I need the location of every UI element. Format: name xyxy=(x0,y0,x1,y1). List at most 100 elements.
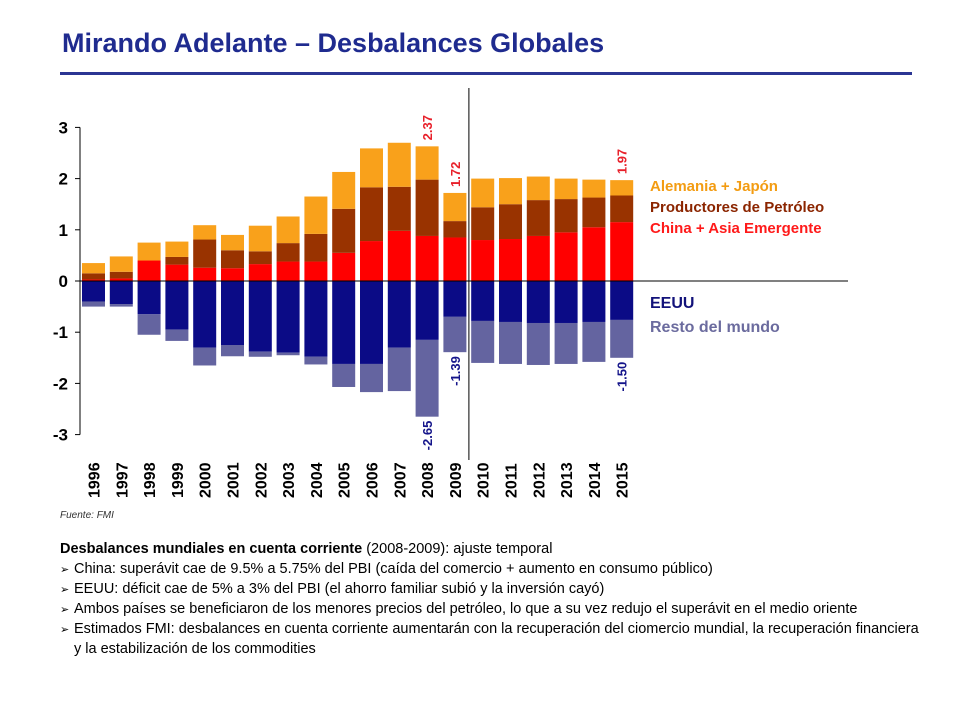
bar-segment xyxy=(276,216,300,244)
note-bullet: ➢ China: superávit cae de 9.5% a 5.75% de… xyxy=(60,560,920,580)
x-tick-label: 1996 xyxy=(87,462,104,498)
bar-segment xyxy=(221,250,244,269)
bar-segment xyxy=(499,321,522,364)
legend-positive: Alemania + Japón Productores de Petróleo… xyxy=(650,176,824,239)
bar-segment xyxy=(471,281,495,321)
notes-heading-bold: Desbalances mundiales en cuenta corrient… xyxy=(60,541,363,557)
x-tick-label: 2013 xyxy=(559,462,576,498)
y-tick-label: -1 xyxy=(53,323,68,342)
bar-segment xyxy=(137,260,161,281)
x-tick-label: 2015 xyxy=(615,462,632,498)
bar-segment xyxy=(221,234,244,251)
bar-segment xyxy=(471,178,495,208)
bar-segment xyxy=(304,261,328,281)
y-tick-label: -2 xyxy=(53,374,68,393)
data-label: 2.37 xyxy=(420,115,435,140)
bar-segment xyxy=(276,352,300,356)
bar-segment xyxy=(109,278,133,281)
arrow-bullet-icon: ➢ xyxy=(60,604,70,616)
bar-segment xyxy=(137,314,161,335)
bar-segment xyxy=(415,179,439,236)
x-tick-label: 2010 xyxy=(476,462,493,498)
bar-segment xyxy=(304,356,328,365)
bar-segment xyxy=(499,239,522,281)
bar-segment xyxy=(332,252,356,281)
bar-segment xyxy=(582,281,606,322)
legend-item-resto: Resto del mundo xyxy=(650,319,780,336)
bar-segment xyxy=(582,179,606,198)
bar-segment xyxy=(415,339,439,417)
bar-segment xyxy=(443,281,467,317)
y-tick-label: 0 xyxy=(59,272,68,291)
bar-segment xyxy=(387,230,411,281)
bar-segment xyxy=(193,225,217,240)
arrow-bullet-icon: ➢ xyxy=(60,564,70,576)
notes-heading-rest: (2008-2009): ajuste temporal xyxy=(362,541,553,557)
x-tick-label: 1997 xyxy=(114,462,131,498)
bar-segment xyxy=(610,222,634,281)
bar-segment xyxy=(387,281,411,348)
bar-segment xyxy=(610,319,634,358)
x-tick-label: 2014 xyxy=(587,462,604,498)
labels-group: 1996 1997 1998 1999 2000 2001 2002 2003 2004 2005… xyxy=(53,115,632,498)
bar-segment xyxy=(360,281,383,364)
bar-segment xyxy=(443,192,467,222)
bar-segment xyxy=(304,233,328,262)
bar-segment xyxy=(554,199,578,233)
bar-segment xyxy=(610,180,634,196)
bar-segment xyxy=(582,197,606,228)
bar-segment xyxy=(221,268,244,281)
data-label: -1.39 xyxy=(448,356,463,386)
bar-segment xyxy=(554,322,578,364)
bar-segment xyxy=(471,320,495,363)
note-bullet: ➢ EEUU: déficit cae de 5% a 3% del PBI (e… xyxy=(60,580,920,600)
bar-segment xyxy=(415,281,439,340)
bar-segment xyxy=(82,301,105,307)
note-text: China: superávit cae de 9.5% a 5.75% del… xyxy=(74,561,713,577)
bar-segment xyxy=(276,243,300,262)
data-label: 1.72 xyxy=(448,162,463,187)
bar-segment xyxy=(82,263,105,274)
x-tick-label: 2001 xyxy=(226,462,243,498)
data-label: -1.50 xyxy=(615,362,630,392)
bar-segment xyxy=(165,264,189,281)
y-tick-label: 2 xyxy=(59,170,68,189)
bar-segment xyxy=(109,271,133,279)
bar-segment xyxy=(360,241,383,281)
bar-segment xyxy=(415,235,439,281)
x-tick-label: 2008 xyxy=(420,462,437,498)
bar-segment xyxy=(526,235,550,281)
bar-segment xyxy=(443,316,467,353)
x-tick-label: 2012 xyxy=(531,462,548,498)
bar-segment xyxy=(109,281,133,305)
bar-segment xyxy=(248,251,272,265)
bar-segment xyxy=(248,351,272,357)
x-tick-label: 2005 xyxy=(337,462,354,498)
bar-segment xyxy=(360,148,383,188)
bar-segment xyxy=(193,347,217,366)
notes-section: Desbalances mundiales en cuenta corrient… xyxy=(60,540,920,659)
x-tick-label: 2006 xyxy=(365,462,382,498)
bar-segment xyxy=(193,267,217,281)
bar-segment xyxy=(165,256,189,265)
bar-segment xyxy=(526,200,550,236)
bar-segment xyxy=(165,329,189,341)
y-tick-label: -3 xyxy=(53,426,68,445)
bar-segment xyxy=(82,279,105,281)
legend-item-china-asia: China + Asia Emergente xyxy=(650,220,822,237)
bar-segment xyxy=(137,281,161,315)
notes-list: ➢ China: superávit cae de 9.5% a 5.75% de… xyxy=(60,560,920,659)
y-tick-label: 3 xyxy=(59,118,68,137)
x-tick-label: 2011 xyxy=(504,463,521,498)
bar-segment xyxy=(193,239,217,268)
page-title: Mirando Adelante – Desbalances Globales xyxy=(62,28,605,58)
bar-segment xyxy=(137,242,161,261)
bar-segment xyxy=(387,347,411,392)
arrow-bullet-icon: ➢ xyxy=(60,584,70,596)
bar-segment xyxy=(499,204,522,240)
stacked-bar-chart: 1996 1997 1998 1999 2000 2001 2002 2003 2004 2005… xyxy=(53,88,848,498)
axes-group xyxy=(75,88,848,460)
bar-segment xyxy=(304,281,328,357)
legend-item-alemania-japon: Alemania + Japón xyxy=(650,178,778,195)
bar-segment xyxy=(499,178,522,205)
